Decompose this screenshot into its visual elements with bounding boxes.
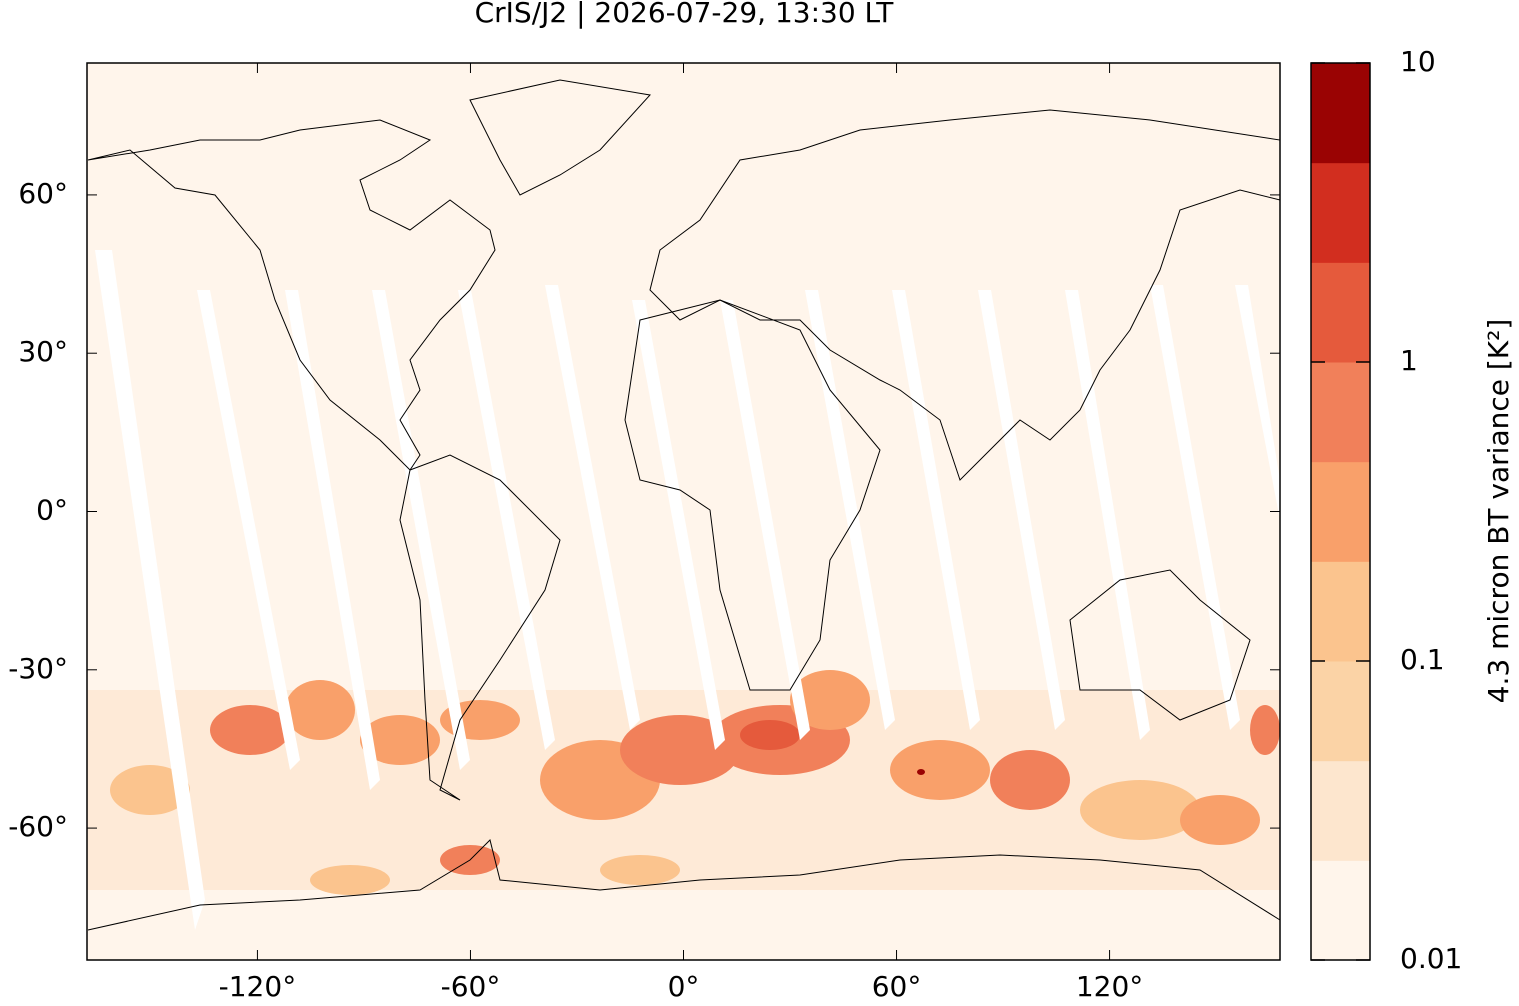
colorbar-frame: [1310, 62, 1371, 961]
colorbar-tick-label: 1: [1400, 344, 1418, 377]
coastlines: [87, 79, 1281, 931]
colorbar-tick-label: 0.1: [1400, 643, 1445, 676]
y-tick-label: -30°: [8, 652, 68, 685]
x-tick-label: 0°: [668, 970, 700, 1002]
x-tick-label: 60°: [872, 970, 922, 1002]
y-tick-label: 60°: [18, 177, 68, 210]
colorbar-band: [1311, 362, 1370, 463]
x-tick-label: 120°: [1076, 970, 1143, 1002]
y-tick-label: 30°: [18, 335, 68, 368]
colorbar-band: [1311, 760, 1370, 861]
y-tick-label: 0°: [36, 494, 68, 527]
map: [86, 62, 1281, 961]
colorbar-band: [1311, 162, 1370, 263]
y-tick-label: -60°: [8, 810, 68, 843]
colorbar-band: [1311, 561, 1370, 662]
colorbar-band: [1311, 860, 1370, 961]
colorbar-tick-label: 10: [1400, 45, 1436, 78]
variance-field: [87, 670, 1280, 895]
colorbar-band: [1311, 661, 1370, 762]
colorbar-band: [1311, 461, 1370, 562]
x-tick-label: -60°: [441, 970, 501, 1002]
colorbar: [1310, 62, 1371, 961]
colorbar-label: 4.3 micron BT variance [K²]: [1482, 319, 1515, 704]
colorbar-band: [1311, 63, 1370, 164]
title: CrIS/J2 | 2026-07-29, 13:30 LT: [475, 0, 895, 29]
colorbar-band: [1311, 262, 1370, 363]
colorbar-tick-label: 0.01: [1400, 942, 1462, 975]
x-tick-label: -120°: [219, 970, 297, 1002]
